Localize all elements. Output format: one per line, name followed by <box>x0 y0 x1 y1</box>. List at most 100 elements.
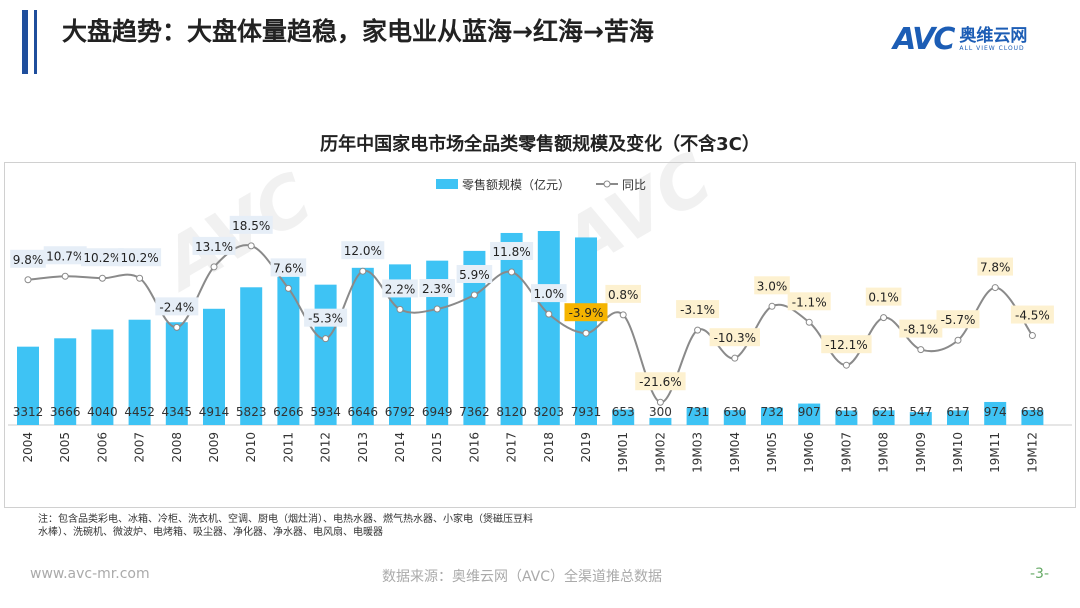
yoy-label: -4.5% <box>1015 309 1050 323</box>
bar-value-label: 8120 <box>496 405 527 419</box>
bar-value-label: 300 <box>649 405 672 419</box>
category-label: 19M11 <box>988 432 1002 473</box>
yoy-marker <box>805 318 813 326</box>
yoy-label: 2.3% <box>422 282 453 296</box>
yoy-label: 1.0% <box>534 287 565 301</box>
bar <box>165 322 188 425</box>
yoy-label-box <box>936 310 980 329</box>
yoy-marker <box>136 274 144 282</box>
category-label: 19M01 <box>616 432 630 473</box>
yoy-marker <box>842 361 850 369</box>
yoy-label-box <box>564 303 608 322</box>
bar <box>798 403 821 425</box>
bar <box>500 232 523 425</box>
website-link[interactable]: www.avc-mr.com <box>30 566 150 582</box>
yoy-marker <box>917 346 925 354</box>
bar-value-label: 732 <box>761 405 784 419</box>
bar <box>314 284 337 425</box>
yoy-marker <box>954 336 962 344</box>
category-label: 19M12 <box>1025 432 1039 473</box>
yoy-marker <box>656 398 664 406</box>
yoy-label: -21.6% <box>639 375 681 389</box>
bar <box>612 409 635 425</box>
bar-value-label: 8203 <box>534 405 565 419</box>
bar <box>54 338 77 425</box>
category-label: 2015 <box>430 432 444 463</box>
bar <box>835 410 858 425</box>
bar-value-label: 5934 <box>310 405 341 419</box>
yoy-label-box <box>531 284 567 303</box>
bar-value-label: 3666 <box>50 405 81 419</box>
chart-title: 历年中国家电市场全品类零售额规模及变化（不含3C） <box>320 134 760 155</box>
yoy-label: 10.2% <box>121 251 159 265</box>
bar <box>240 287 263 425</box>
bar-value-label: 5823 <box>236 405 267 419</box>
legend-line-label: 同比 <box>622 178 646 192</box>
yoy-label: -10.3% <box>714 331 756 345</box>
page-number: -3- <box>1030 566 1050 582</box>
bar-value-label: 4452 <box>124 405 155 419</box>
category-label: 2005 <box>58 432 72 463</box>
logo-mark: AVC <box>893 22 955 57</box>
yoy-marker <box>619 311 627 319</box>
yoy-label-box <box>490 241 534 260</box>
category-label: 2012 <box>319 432 333 463</box>
yoy-label: 10.2% <box>83 251 121 265</box>
category-label: 19M07 <box>839 432 853 473</box>
yoy-marker <box>545 310 553 318</box>
bar <box>984 401 1007 425</box>
yoy-label: 2.2% <box>385 282 416 296</box>
bar <box>463 250 486 425</box>
bar <box>649 417 672 425</box>
legend-line-marker <box>603 180 611 188</box>
yoy-marker <box>359 267 367 275</box>
bar <box>17 346 39 425</box>
bar <box>91 329 114 425</box>
yoy-marker <box>433 305 441 313</box>
category-label: 19M04 <box>728 432 742 473</box>
yoy-label: 7.8% <box>980 261 1011 275</box>
category-label: 19M03 <box>691 432 705 473</box>
yoy-label: -5.7% <box>941 313 976 327</box>
category-label: 19M06 <box>802 432 816 473</box>
yoy-label: 0.8% <box>608 288 639 302</box>
footnote-line-1: 注：包含品类彩电、冰箱、冷柜、洗衣机、空调、厨电（烟灶消）、电热水器、燃气热水器… <box>38 514 533 525</box>
bar <box>1021 409 1044 425</box>
yoy-marker <box>880 314 888 322</box>
bar <box>909 412 932 425</box>
yoy-label-box <box>155 297 199 316</box>
page-title: 大盘趋势：大盘体量趋稳，家电业从蓝海→红海→苦海 <box>62 17 654 46</box>
category-label: 2009 <box>207 432 221 463</box>
category-label: 2013 <box>356 432 370 463</box>
yoy-label-box <box>10 249 46 268</box>
category-label: 2016 <box>467 432 481 463</box>
bar-value-label: 7362 <box>459 405 490 419</box>
yoy-label-box <box>676 300 720 319</box>
yoy-label-box <box>192 236 236 255</box>
bar-value-label: 4345 <box>162 405 193 419</box>
category-label: 2008 <box>170 432 184 463</box>
category-label: 2019 <box>579 432 593 463</box>
yoy-label-box <box>341 241 385 260</box>
data-source: 数据来源：奥维云网（AVC）全渠道推总数据 <box>382 569 663 585</box>
category-label: 19M08 <box>877 432 891 473</box>
category-label: 19M09 <box>914 432 928 473</box>
bar-value-label: 907 <box>798 405 821 419</box>
yoy-label: -12.1% <box>825 338 867 352</box>
bar <box>686 407 709 425</box>
logo-en: ALL VIEW CLOUD <box>959 44 1025 52</box>
yoy-label: 9.8% <box>13 253 44 267</box>
yoy-label: -2.4% <box>159 300 194 314</box>
yoy-label-box <box>977 257 1013 276</box>
logo-cn: 奥维云网 <box>959 25 1028 46</box>
bar <box>872 410 895 425</box>
yoy-marker <box>24 276 32 284</box>
bar <box>761 407 783 425</box>
yoy-label-box <box>118 248 162 267</box>
bar-value-label: 7931 <box>571 405 602 419</box>
bar-value-label: 617 <box>947 405 970 419</box>
category-label: 2010 <box>244 432 258 463</box>
yoy-marker <box>582 329 590 337</box>
yoy-marker <box>396 305 404 313</box>
